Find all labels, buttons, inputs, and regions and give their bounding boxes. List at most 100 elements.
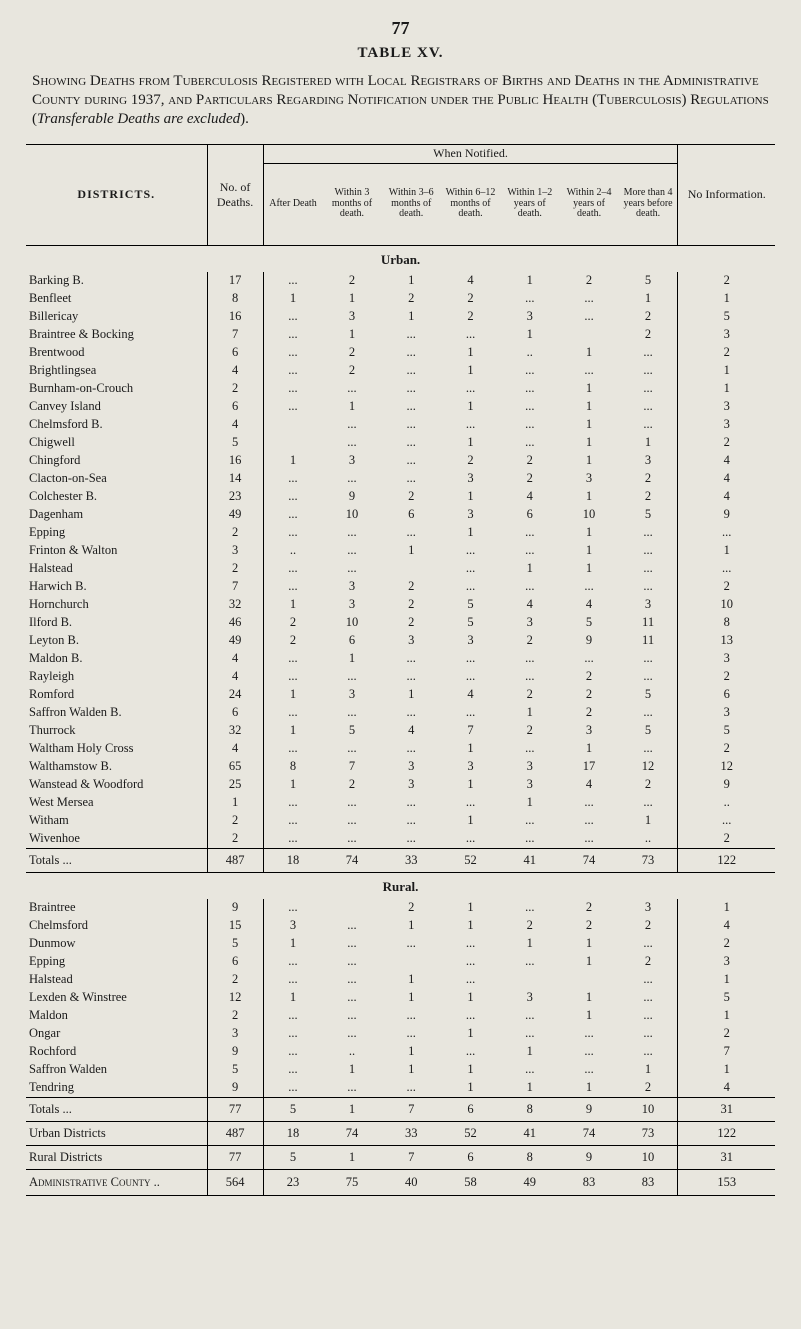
cell: ... (322, 740, 381, 758)
cell: 3 (500, 989, 559, 1007)
cell: 2 (619, 470, 678, 488)
cell: 25 (207, 776, 263, 794)
cell: ... (263, 899, 322, 917)
cell: ... (263, 812, 322, 830)
cell: 74 (559, 1121, 618, 1145)
cell: 1 (441, 524, 500, 542)
cell: 2 (619, 776, 678, 794)
row-name: Brightlingsea (26, 362, 207, 380)
cell: 11 (619, 632, 678, 650)
cell: 1 (559, 935, 618, 953)
cell: 6 (441, 1097, 500, 1121)
cell: ... (263, 971, 322, 989)
table-row: Dunmow51.........11...2 (26, 935, 775, 953)
cell: ... (263, 326, 322, 344)
cell: 1 (441, 776, 500, 794)
cell: 4 (678, 452, 775, 470)
cell: 4 (500, 488, 559, 506)
cell: ... (559, 650, 618, 668)
cell: ... (559, 290, 618, 308)
cell: 1 (382, 1043, 441, 1061)
table-row: Ongar3.........1.........2 (26, 1025, 775, 1043)
table-row: Waltham Holy Cross4.........1...1...2 (26, 740, 775, 758)
cell: 32 (207, 722, 263, 740)
cell: 1 (559, 953, 618, 971)
table-row: Brentwood6...2...1..1...2 (26, 344, 775, 362)
table-row: West Mersea1............1........ (26, 794, 775, 812)
cell: ... (678, 524, 775, 542)
cell: 2 (678, 344, 775, 362)
table-row: Saffron Walden5...111......11 (26, 1061, 775, 1079)
cell: 2 (382, 578, 441, 596)
cell: 2 (559, 899, 618, 917)
cell: ... (619, 935, 678, 953)
cell: 15 (207, 917, 263, 935)
cell: ... (263, 1061, 322, 1079)
cell: ... (619, 380, 678, 398)
cell: ... (559, 1061, 618, 1079)
cell: ... (559, 830, 618, 849)
cell: ... (559, 1025, 618, 1043)
cell: 2 (678, 272, 775, 290)
cell: 1 (678, 362, 775, 380)
table-row: Colchester B.23...9214124 (26, 488, 775, 506)
cell: 1 (559, 1079, 618, 1098)
cell: 10 (678, 596, 775, 614)
cell: 12 (207, 989, 263, 1007)
cell: 6 (207, 953, 263, 971)
col-districts: DISTRICTS. (26, 144, 207, 245)
cell: 18 (263, 848, 322, 872)
cell: 10 (559, 506, 618, 524)
cell: 1 (559, 344, 618, 362)
cell: 13 (678, 632, 775, 650)
cell: 3 (441, 506, 500, 524)
cell: ... (500, 434, 559, 452)
table-row: Chelmsford B.4............1...3 (26, 416, 775, 434)
cell: 1 (441, 899, 500, 917)
row-name: Ilford B. (26, 614, 207, 632)
cell: 1 (382, 686, 441, 704)
cell: ... (500, 899, 559, 917)
cell: ... (500, 542, 559, 560)
cell: .. (619, 830, 678, 849)
row-name: Hornchurch (26, 596, 207, 614)
cell: 1 (441, 989, 500, 1007)
row-name: Epping (26, 953, 207, 971)
table-row: Epping2.........1...1...... (26, 524, 775, 542)
cell: 75 (322, 1169, 381, 1195)
row-name: Brentwood (26, 344, 207, 362)
cell: 3 (441, 758, 500, 776)
table-row: Maldon2...............1...1 (26, 1007, 775, 1025)
cell: 2 (322, 362, 381, 380)
cell: 2 (500, 470, 559, 488)
cell: 3 (559, 470, 618, 488)
cell: 6 (441, 1145, 500, 1169)
cell: ... (559, 362, 618, 380)
cell: 1 (559, 488, 618, 506)
cell: 3 (322, 452, 381, 470)
row-name: Administrative County .. (26, 1169, 207, 1195)
page-number: 77 (26, 18, 775, 39)
row-name: Leyton B. (26, 632, 207, 650)
cell: 9 (559, 1097, 618, 1121)
cell: 1 (322, 326, 381, 344)
cell: 1 (263, 290, 322, 308)
cell: 2 (678, 740, 775, 758)
cell: ... (263, 344, 322, 362)
cell: 2 (207, 1007, 263, 1025)
cell: ... (322, 434, 381, 452)
cell: 7 (678, 1043, 775, 1061)
cell (263, 416, 322, 434)
cell: 7 (382, 1145, 441, 1169)
cell: 2 (619, 488, 678, 506)
cell: 2 (382, 614, 441, 632)
cell: ... (619, 971, 678, 989)
cell: 1 (322, 650, 381, 668)
cell: ... (619, 398, 678, 416)
cell: ... (500, 398, 559, 416)
cell: ... (322, 380, 381, 398)
cell: ... (619, 794, 678, 812)
cell: 9 (207, 1043, 263, 1061)
cell: 1 (441, 434, 500, 452)
col-when-4: Within 1–2 years of death. (500, 163, 559, 245)
